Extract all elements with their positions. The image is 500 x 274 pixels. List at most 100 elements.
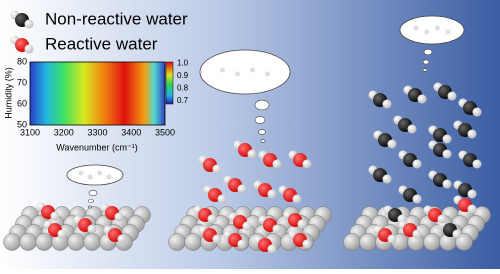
cloud-bubble <box>254 116 266 124</box>
hydrogen <box>472 107 482 117</box>
hydrogen <box>297 219 307 229</box>
cloud-particle <box>106 174 112 180</box>
hydrogen <box>212 234 222 244</box>
y-tick-label: 80 <box>17 56 27 66</box>
cloud-particle <box>424 29 430 35</box>
hydrogen <box>272 224 282 234</box>
cloud-bubble <box>88 205 92 209</box>
hydrogen <box>442 179 452 189</box>
y-tick-label: 70 <box>17 77 27 87</box>
hydrogen <box>24 19 34 29</box>
y-axis-label: Humidity (%) <box>3 67 13 119</box>
cloud-bubble <box>422 68 428 72</box>
cloud-bubble <box>88 189 98 197</box>
y-tick-label: 60 <box>17 98 27 108</box>
hydrogen <box>407 124 417 134</box>
hydrogen <box>412 229 422 239</box>
legend-label: Reactive water <box>45 34 158 53</box>
hydrogen <box>472 159 482 169</box>
x-tick-label: 3200 <box>54 127 74 137</box>
cloud-bubble <box>422 59 430 65</box>
surface-atom <box>83 233 101 251</box>
surface-atom <box>67 233 85 251</box>
hydrogen <box>382 99 392 109</box>
cloud-particle <box>445 29 451 35</box>
cloud-particle <box>413 25 419 31</box>
hydrogen <box>452 229 462 239</box>
hydrogen <box>217 194 227 204</box>
hydrogen <box>467 189 477 199</box>
hydrogen <box>442 134 452 144</box>
hydrogen <box>382 174 392 184</box>
hydrogen <box>267 244 277 254</box>
surface-atom <box>19 233 37 251</box>
heatmap <box>29 61 166 126</box>
surface-atom <box>168 233 186 251</box>
hydrogen <box>24 44 34 54</box>
hydrogen <box>114 212 124 222</box>
cloud-particle <box>87 174 93 180</box>
hydrogen <box>237 239 247 249</box>
hydrogen <box>417 94 427 104</box>
cloud-particle <box>78 170 84 176</box>
hydrogen <box>302 159 312 169</box>
hydrogen <box>442 149 452 159</box>
cloud-particle <box>97 170 103 176</box>
x-axis-label: Wavenumber (cm⁻¹) <box>56 142 137 152</box>
hydrogen <box>207 214 217 224</box>
hydrogen <box>387 234 397 244</box>
hydrogen <box>467 204 477 214</box>
colorbar <box>165 61 174 105</box>
hydrogen <box>467 129 477 139</box>
hydrogen <box>117 234 127 244</box>
cloud-bubble <box>88 198 94 204</box>
surface-atom <box>359 233 377 251</box>
legend-label: Non-reactive water <box>45 9 188 28</box>
hydrogen <box>212 164 222 174</box>
cloud <box>199 49 291 95</box>
cloud-particle <box>250 67 255 73</box>
hydrogen <box>50 211 60 221</box>
hydrogen <box>87 224 97 234</box>
cloud-bubble <box>423 48 433 56</box>
x-tick-label: 3500 <box>155 127 175 137</box>
hydrogen <box>267 189 277 199</box>
colorbar-tick-label: 0.7 <box>177 96 189 105</box>
x-tick-label: 3300 <box>87 127 107 137</box>
hydrogen <box>437 214 447 224</box>
cloud-particle <box>235 71 240 77</box>
surface-atom <box>184 233 202 251</box>
surface-atom <box>455 233 473 251</box>
hydrogen <box>57 229 67 239</box>
surface-atom <box>343 233 361 251</box>
hydrogen <box>272 159 282 169</box>
hydrogen <box>302 239 312 249</box>
cloud-particle <box>220 67 225 73</box>
surface-atom <box>423 233 441 251</box>
colorbar-tick-label: 1.0 <box>177 59 189 68</box>
colorbar-tick-label: 0.8 <box>177 84 189 93</box>
cloud-bubble <box>260 139 266 143</box>
cloud-bubble <box>258 129 266 135</box>
surface-atom <box>3 233 21 251</box>
y-tick-label: 50 <box>17 119 27 129</box>
x-tick-label: 3100 <box>20 127 40 137</box>
colorbar-tick-label: 0.9 <box>177 71 189 80</box>
hydrogen <box>412 194 422 204</box>
hydrogen <box>292 194 302 204</box>
cloud-bubble <box>254 99 270 111</box>
hydrogen <box>237 184 247 194</box>
surface-atom <box>35 233 53 251</box>
x-tick-label: 3400 <box>121 127 141 137</box>
hydrogen <box>242 221 252 231</box>
cloud-particle <box>434 25 440 31</box>
cloud <box>66 164 124 186</box>
cloud-particle <box>265 71 270 77</box>
hydrogen <box>412 159 422 169</box>
hydrogen <box>447 91 457 101</box>
hydrogen <box>387 139 397 149</box>
cloud <box>399 15 465 45</box>
scene <box>3 10 491 254</box>
hydrogen <box>247 149 257 159</box>
